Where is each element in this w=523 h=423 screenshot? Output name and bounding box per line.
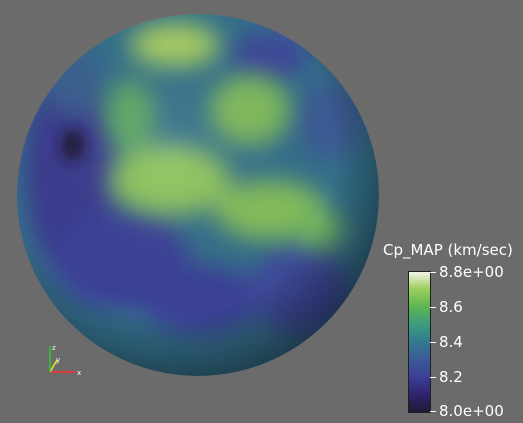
scalar-bar-tick-mark xyxy=(430,377,436,378)
scalar-bar-tick-mark xyxy=(430,411,436,412)
scalar-bar-tick-label: 8.4 xyxy=(439,333,463,351)
scalar-bar-colorbar[interactable] xyxy=(408,271,431,413)
scalar-bar-tick-mark xyxy=(430,342,436,343)
scalar-bar-tick-label: 8.2 xyxy=(439,368,463,386)
scalar-bar-tick-label-min: 8.0e+00 xyxy=(439,402,504,420)
y-axis-label: y xyxy=(56,356,60,364)
x-axis-label: x xyxy=(77,369,81,377)
orientation-axes-widget[interactable]: x y z xyxy=(49,344,81,377)
y-axis-line xyxy=(49,359,58,373)
scalar-bar-tick-label-max: 8.8e+00 xyxy=(439,263,504,281)
z-axis-label: z xyxy=(52,344,56,352)
scalar-bar-tick-mark xyxy=(430,307,436,308)
scalar-bar-tick-label: 8.6 xyxy=(439,298,463,316)
scalar-bar-title: Cp_MAP (km/sec) xyxy=(383,241,513,259)
sphere xyxy=(17,14,379,376)
scalar-bar-tick-mark xyxy=(430,272,436,273)
